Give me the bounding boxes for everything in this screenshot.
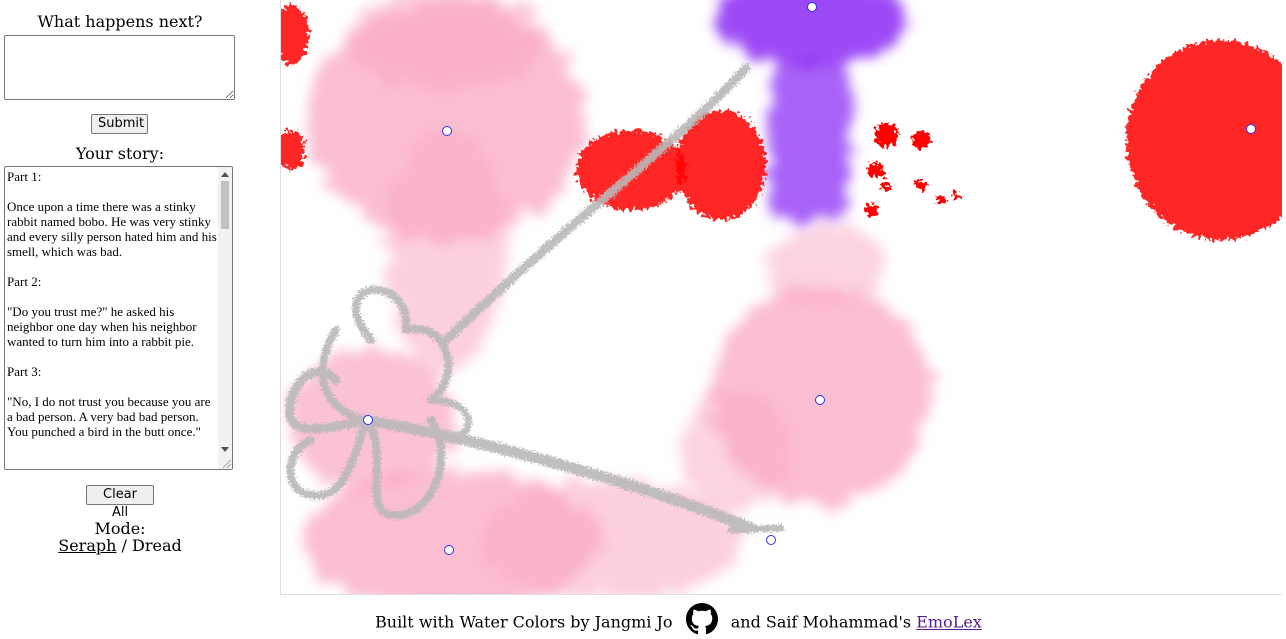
control-point-marker-icon[interactable] bbox=[815, 395, 825, 405]
story-text: Part 1: Once upon a time there was a sti… bbox=[7, 169, 217, 439]
gray-stroke bbox=[362, 416, 445, 520]
control-point-marker-icon[interactable] bbox=[444, 545, 454, 555]
red-speckle bbox=[915, 179, 927, 191]
red-speckle bbox=[881, 180, 891, 190]
github-icon[interactable] bbox=[685, 603, 718, 635]
footer-credit-text: Built with Water Colors by Jangmi Jo bbox=[375, 612, 673, 632]
story-scrollbar[interactable] bbox=[218, 167, 232, 469]
pink-splotch bbox=[766, 225, 886, 305]
mode-separator: / bbox=[121, 536, 127, 555]
red-speckle bbox=[864, 203, 878, 217]
red-speckle bbox=[868, 162, 884, 178]
control-point-marker-icon[interactable] bbox=[1246, 124, 1256, 134]
scroll-thumb[interactable] bbox=[221, 181, 229, 229]
gray-stroke bbox=[352, 285, 411, 344]
watercolor-drawing[interactable] bbox=[281, 0, 1282, 595]
red-speckle bbox=[936, 195, 946, 205]
red-splotch bbox=[676, 110, 766, 220]
resize-grip-icon[interactable] bbox=[223, 460, 231, 468]
mode-selector: Mode: Seraph / Dread bbox=[0, 520, 240, 554]
gray-stroke bbox=[727, 524, 785, 534]
pink-splotch bbox=[346, 0, 546, 90]
purple-splotch-layer bbox=[716, 0, 906, 220]
control-point-marker-icon[interactable] bbox=[363, 415, 373, 425]
red-speckle bbox=[874, 123, 898, 147]
purple-splotch bbox=[716, 0, 906, 65]
footer: Built with Water Colors by Jangmi Jo and… bbox=[0, 600, 1286, 636]
red-splotch bbox=[281, 130, 305, 170]
footer-middle-text: and Saif Mohammad's bbox=[730, 612, 912, 632]
gray-stroke bbox=[441, 63, 751, 345]
mode-dread-option[interactable]: Dread bbox=[132, 536, 182, 555]
gray-stroke bbox=[286, 416, 370, 500]
gray-stroke bbox=[285, 367, 371, 434]
clear-all-button[interactable]: Clear All bbox=[86, 485, 154, 520]
scroll-down-arrow-icon[interactable] bbox=[221, 447, 229, 452]
emolex-link[interactable]: EmoLex bbox=[916, 612, 982, 632]
story-textarea[interactable]: Part 1: Once upon a time there was a sti… bbox=[4, 166, 233, 470]
control-point-layer[interactable] bbox=[363, 2, 1256, 555]
control-point-marker-icon[interactable] bbox=[442, 126, 452, 136]
scroll-up-arrow-icon[interactable] bbox=[221, 172, 229, 177]
submit-button[interactable]: Submit bbox=[91, 114, 148, 134]
pink-splotch bbox=[681, 390, 791, 510]
gray-stroke bbox=[402, 324, 453, 404]
gray-stroke bbox=[318, 326, 370, 424]
gray-stroke bbox=[360, 414, 757, 534]
purple-splotch bbox=[769, 60, 849, 220]
mode-label: Mode: bbox=[94, 519, 146, 538]
watercolor-canvas[interactable] bbox=[280, 0, 1282, 595]
red-splotch bbox=[1126, 40, 1282, 240]
red-speckle bbox=[952, 191, 960, 199]
control-point-marker-icon[interactable] bbox=[766, 535, 776, 545]
pink-splotch bbox=[481, 480, 741, 594]
gray-stroke bbox=[427, 396, 472, 444]
control-point-marker-icon[interactable] bbox=[807, 2, 817, 12]
gray-stroke-layer bbox=[285, 63, 785, 534]
prompt-label: What happens next? bbox=[37, 12, 203, 31]
red-speckle bbox=[912, 131, 930, 149]
red-splotch bbox=[281, 5, 309, 65]
sidebar: What happens next? Submit Your story: Pa… bbox=[0, 0, 240, 600]
what-happens-next-input[interactable] bbox=[4, 35, 235, 100]
story-label: Your story: bbox=[75, 144, 165, 163]
mode-seraph-link[interactable]: Seraph bbox=[58, 536, 117, 555]
